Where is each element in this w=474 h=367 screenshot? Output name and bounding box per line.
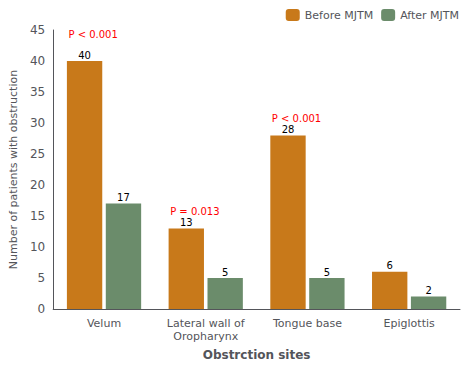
svg-text:5: 5: [38, 271, 46, 285]
svg-text:0: 0: [38, 302, 46, 316]
svg-text:P < 0.001: P < 0.001: [68, 29, 117, 40]
svg-text:5: 5: [324, 267, 330, 278]
svg-text:After MJTM: After MJTM: [400, 9, 459, 22]
svg-text:Oropharynx: Oropharynx: [173, 330, 238, 343]
svg-text:10: 10: [30, 240, 45, 254]
svg-text:Epiglottis: Epiglottis: [384, 317, 435, 330]
svg-text:40: 40: [30, 54, 45, 68]
svg-text:P < 0.001: P < 0.001: [272, 113, 321, 124]
svg-text:35: 35: [30, 85, 45, 99]
svg-text:Before MJTM: Before MJTM: [305, 9, 373, 22]
svg-text:Velum: Velum: [87, 317, 121, 330]
svg-text:Number of patients with obstru: Number of patients with obstruction: [7, 70, 20, 269]
svg-text:P = 0.013: P = 0.013: [170, 206, 219, 217]
svg-text:Tongue base: Tongue base: [272, 317, 342, 330]
svg-text:45: 45: [30, 23, 45, 37]
svg-text:20: 20: [30, 178, 45, 192]
svg-text:5: 5: [222, 267, 228, 278]
svg-text:15: 15: [30, 209, 45, 223]
svg-text:30: 30: [30, 116, 45, 130]
svg-text:28: 28: [282, 124, 295, 135]
svg-text:13: 13: [180, 217, 193, 228]
svg-text:Lateral wall of: Lateral wall of: [167, 317, 246, 330]
svg-text:25: 25: [30, 147, 45, 161]
svg-text:17: 17: [117, 192, 130, 203]
svg-text:2: 2: [425, 285, 431, 296]
svg-text:40: 40: [78, 50, 91, 61]
svg-text:Obstrction sites: Obstrction sites: [203, 348, 311, 362]
svg-text:6: 6: [387, 260, 393, 271]
